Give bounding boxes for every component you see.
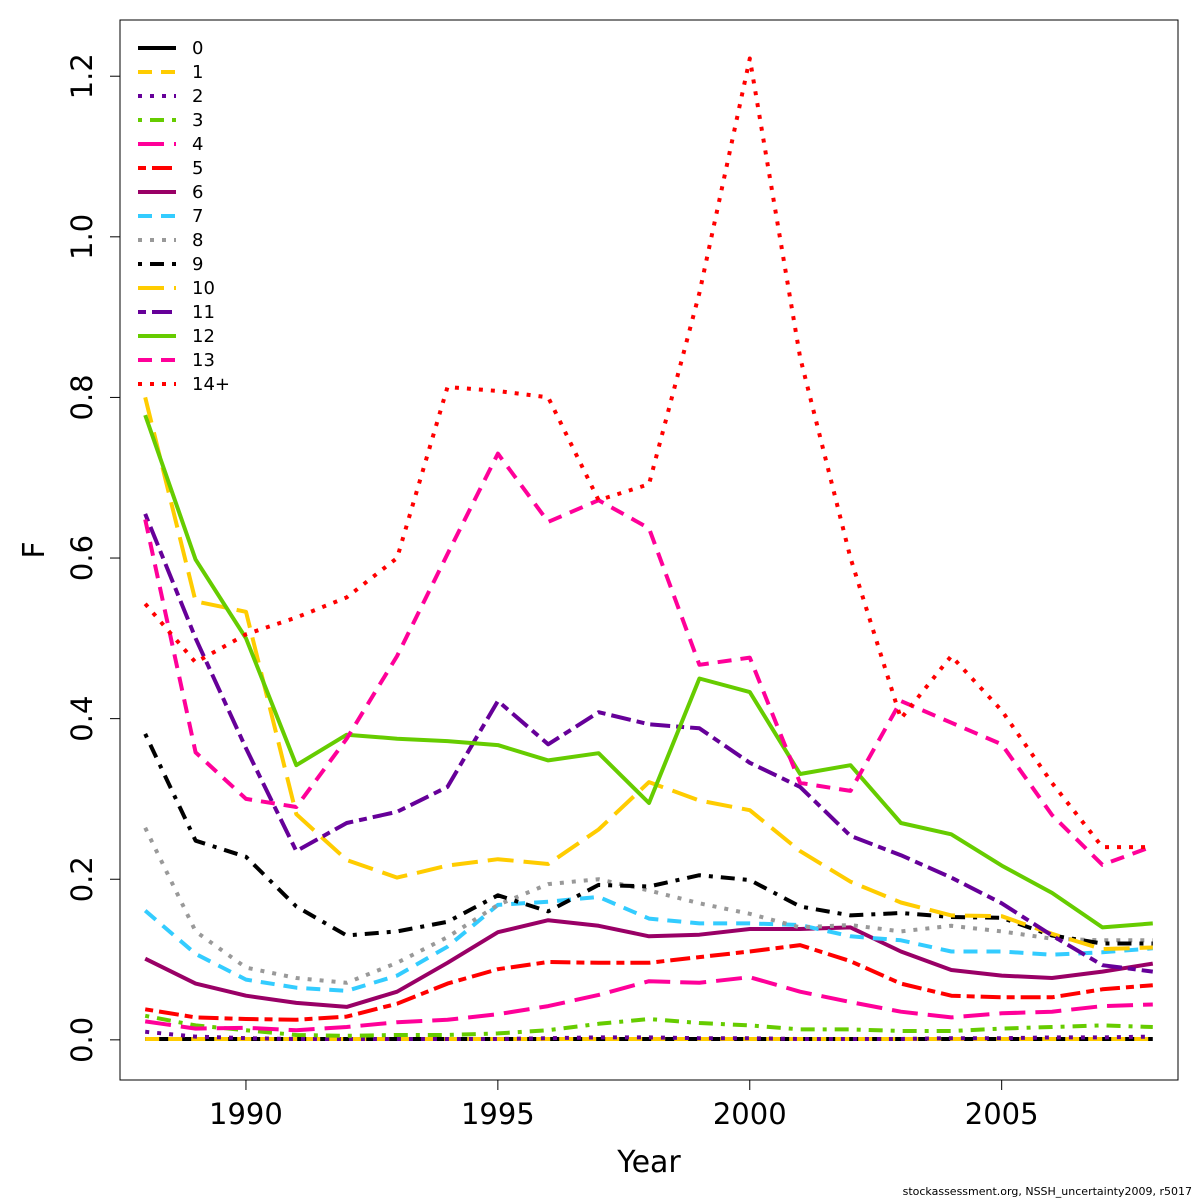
legend-label: 12 — [192, 326, 215, 347]
series-line-12 — [143, 414, 1153, 930]
x-tick-label: 2000 — [713, 1097, 787, 1131]
series-line-6 — [144, 918, 1154, 1009]
y-tick-label: 0.4 — [65, 696, 99, 742]
legend-label: 3 — [192, 110, 203, 131]
legend-label: 14+ — [192, 374, 230, 395]
legend-label: 9 — [192, 254, 203, 275]
legend-label: 10 — [192, 278, 215, 299]
credit-text: stockassessment.org, NSSH_uncertainty200… — [902, 1185, 1192, 1198]
y-tick-label: 0.8 — [65, 374, 99, 420]
legend-label: 8 — [192, 230, 203, 251]
series-lines — [143, 56, 1154, 1041]
x-tick-label: 1995 — [461, 1097, 535, 1131]
y-axis: 0.0 0.2 0.4 0.6 0.8 1.0 1.2 — [65, 53, 121, 1063]
y-tick-label: 0.6 — [65, 535, 99, 581]
series-line-7 — [143, 894, 1153, 993]
y-tick-label: 1.2 — [65, 53, 99, 99]
x-axis: 1990 1995 2000 2005 — [209, 1079, 1039, 1131]
y-tick-label: 1.0 — [65, 214, 99, 260]
series-line-9 — [143, 733, 1153, 946]
x-axis-title: Year — [616, 1145, 681, 1180]
legend-label: 11 — [192, 302, 215, 323]
y-tick-label: 0.0 — [65, 1017, 99, 1063]
x-tick-label: 2005 — [965, 1097, 1039, 1131]
legend-label: 5 — [192, 158, 203, 179]
legend-label: 0 — [192, 38, 203, 59]
y-tick-label: 0.2 — [65, 856, 99, 902]
x-tick-label: 1990 — [209, 1097, 283, 1131]
series-line-14plus — [143, 56, 1153, 850]
series-line-11 — [143, 513, 1154, 974]
legend-label: 2 — [192, 86, 203, 107]
y-axis-title: F — [17, 541, 52, 558]
series-line-2 — [145, 1029, 1153, 1041]
legend-label: 1 — [192, 62, 203, 83]
series-line-4 — [144, 975, 1153, 1033]
legend-label: 4 — [192, 134, 203, 155]
series-line-5 — [144, 943, 1153, 1022]
legend-label: 7 — [192, 206, 203, 227]
legend-label: 13 — [192, 350, 215, 371]
legend-label: 6 — [192, 182, 203, 203]
series-line-10 — [143, 396, 1153, 952]
